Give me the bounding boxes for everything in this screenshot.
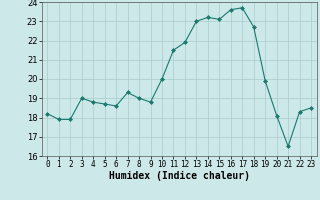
X-axis label: Humidex (Indice chaleur): Humidex (Indice chaleur) — [109, 171, 250, 181]
